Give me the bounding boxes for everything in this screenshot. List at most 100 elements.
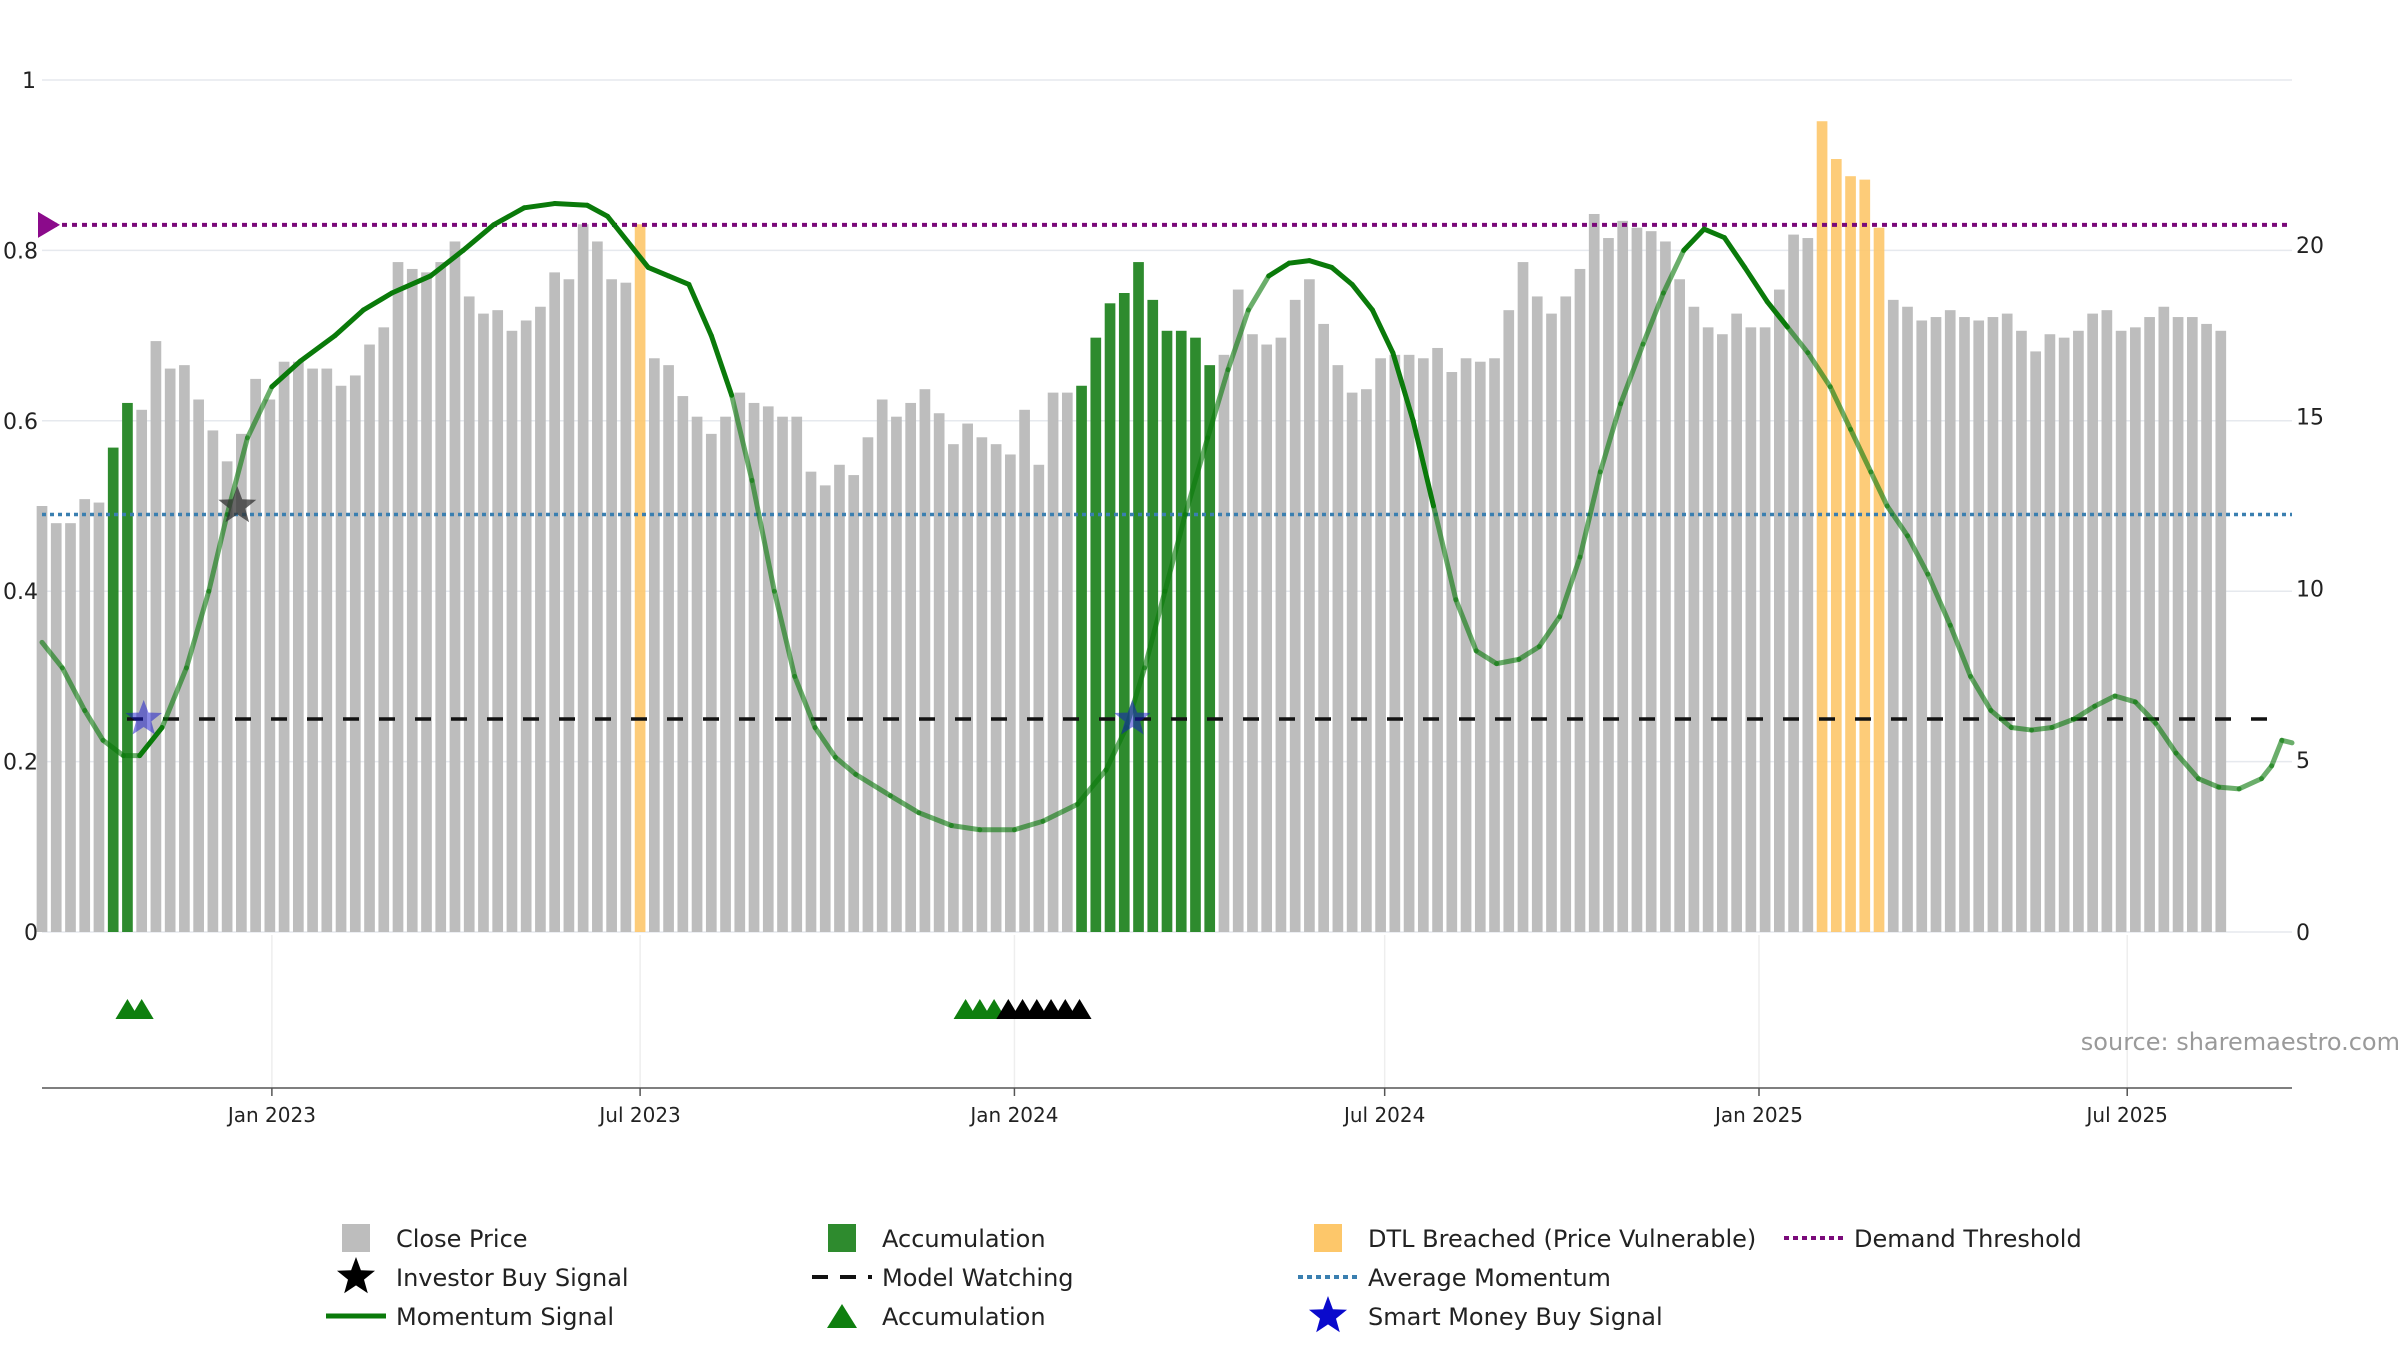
smart-money-buy-star: [1114, 699, 1151, 735]
momentum-segment: [1805, 350, 1833, 390]
price-bar: [1375, 358, 1386, 933]
price-bar: [1304, 279, 1315, 932]
accumulation-bar: [1104, 303, 1116, 932]
x-tick-label: Jul 2025: [2085, 1103, 2168, 1127]
price-bar: [1503, 310, 1515, 932]
price-bar: [349, 375, 361, 932]
price-bar: [620, 282, 632, 932]
legend-star: [337, 1257, 375, 1294]
price-bar: [663, 365, 674, 933]
momentum-segment: [491, 205, 527, 228]
price-bar: [93, 502, 105, 932]
price-bar: [734, 392, 746, 932]
left-tick-label: 1: [22, 69, 36, 94]
price-bar: [2044, 334, 2056, 932]
price-bar: [2215, 330, 2227, 933]
momentum-segment: [183, 588, 212, 671]
price-bar: [335, 385, 347, 932]
dtl-breached-bar: [634, 224, 646, 932]
momentum-segment: [1868, 469, 1890, 509]
price-bar: [1289, 299, 1301, 932]
momentum-segment: [853, 771, 893, 799]
momentum-segment: [1577, 469, 1603, 560]
price-bar: [520, 320, 532, 932]
momentum-segment: [1701, 226, 1727, 241]
momentum-segment: [1742, 264, 1770, 305]
momentum-segment: [1848, 426, 1874, 475]
price-bar: [1061, 392, 1073, 932]
legend: Close Price Investor Buy Signal Momentum S…: [326, 1224, 2082, 1333]
momentum-segment: [1597, 401, 1624, 475]
momentum-segment: [1286, 258, 1312, 266]
price-bar: [2158, 306, 2170, 932]
price-bar: [492, 310, 504, 932]
price-bar: [563, 279, 575, 932]
price-bar: [1987, 317, 1999, 932]
price-bar: [2172, 317, 2184, 932]
momentum-segment: [100, 737, 126, 759]
momentum-segment: [1557, 554, 1583, 620]
right-tick-label: 15: [2296, 406, 2324, 431]
price-bar: [221, 461, 233, 932]
momentum-segment: [1103, 725, 1129, 773]
price-bar: [250, 378, 261, 932]
legend-label: Investor Buy Signal: [396, 1264, 629, 1292]
momentum-segment: [1182, 435, 1211, 518]
price-bar: [2016, 330, 2027, 933]
momentum-segment: [2173, 750, 2201, 782]
price-bar: [2001, 313, 2013, 932]
price-bar: [1717, 334, 1728, 932]
price-bar: [179, 365, 190, 933]
momentum-segment: [2029, 725, 2055, 733]
price-bar: [691, 416, 703, 932]
momentum-segment: [1306, 258, 1335, 270]
price-bar: [2186, 317, 2198, 932]
legend-label: Demand Threshold: [1854, 1225, 2082, 1253]
momentum-segment: [1011, 818, 1046, 833]
momentum-segment: [137, 725, 165, 759]
legend-label: Close Price: [396, 1225, 528, 1253]
price-bar: [1460, 358, 1472, 933]
accumulation-bar: [1133, 262, 1144, 932]
legend-swatch: [828, 1224, 856, 1252]
price-bar: [1588, 213, 1600, 932]
x-tick-label: Jul 2023: [597, 1103, 680, 1127]
price-bar: [1474, 361, 1486, 932]
momentum-segment: [2269, 737, 2285, 769]
price-bar: [1774, 289, 1785, 932]
left-tick-label: 0.2: [3, 751, 38, 776]
price-bar: [406, 268, 418, 932]
price-bar: [2144, 317, 2155, 932]
momentum-segment: [2071, 703, 2098, 722]
dtl-breached-bar: [1873, 227, 1885, 932]
price-bar: [1531, 296, 1543, 932]
price-bar: [478, 313, 489, 932]
momentum-segment: [1205, 367, 1231, 441]
momentum-segment: [1349, 281, 1375, 313]
price-bar: [848, 475, 860, 932]
momentum-segment: [1453, 597, 1479, 654]
price-bar: [862, 437, 874, 932]
left-tick-label: 0.4: [3, 580, 38, 605]
accumulation-bar: [1076, 385, 1087, 932]
price-bar: [905, 402, 917, 932]
price-bar: [2087, 313, 2098, 932]
momentum-segment: [1369, 307, 1396, 356]
accumulation-bar: [1190, 337, 1201, 933]
momentum-segment: [1618, 341, 1646, 407]
price-bar: [65, 523, 76, 932]
momentum-segment: [729, 392, 755, 483]
left-tick-label: 0.8: [3, 239, 38, 264]
legend-triangle: [827, 1304, 857, 1328]
momentum-segment: [2279, 737, 2295, 746]
momentum-segment: [1225, 307, 1251, 373]
legend-swatch: [1314, 1224, 1342, 1252]
momentum-segment: [1142, 588, 1168, 671]
momentum-segment: [460, 222, 497, 253]
dtl-breached-bar: [1816, 121, 1828, 932]
legend-label: DTL Breached (Price Vulnerable): [1368, 1225, 1756, 1253]
momentum-segment: [605, 213, 631, 245]
legend-star: [1309, 1296, 1347, 1333]
accumulation-bar: [1204, 365, 1216, 933]
price-bar: [1674, 279, 1685, 932]
